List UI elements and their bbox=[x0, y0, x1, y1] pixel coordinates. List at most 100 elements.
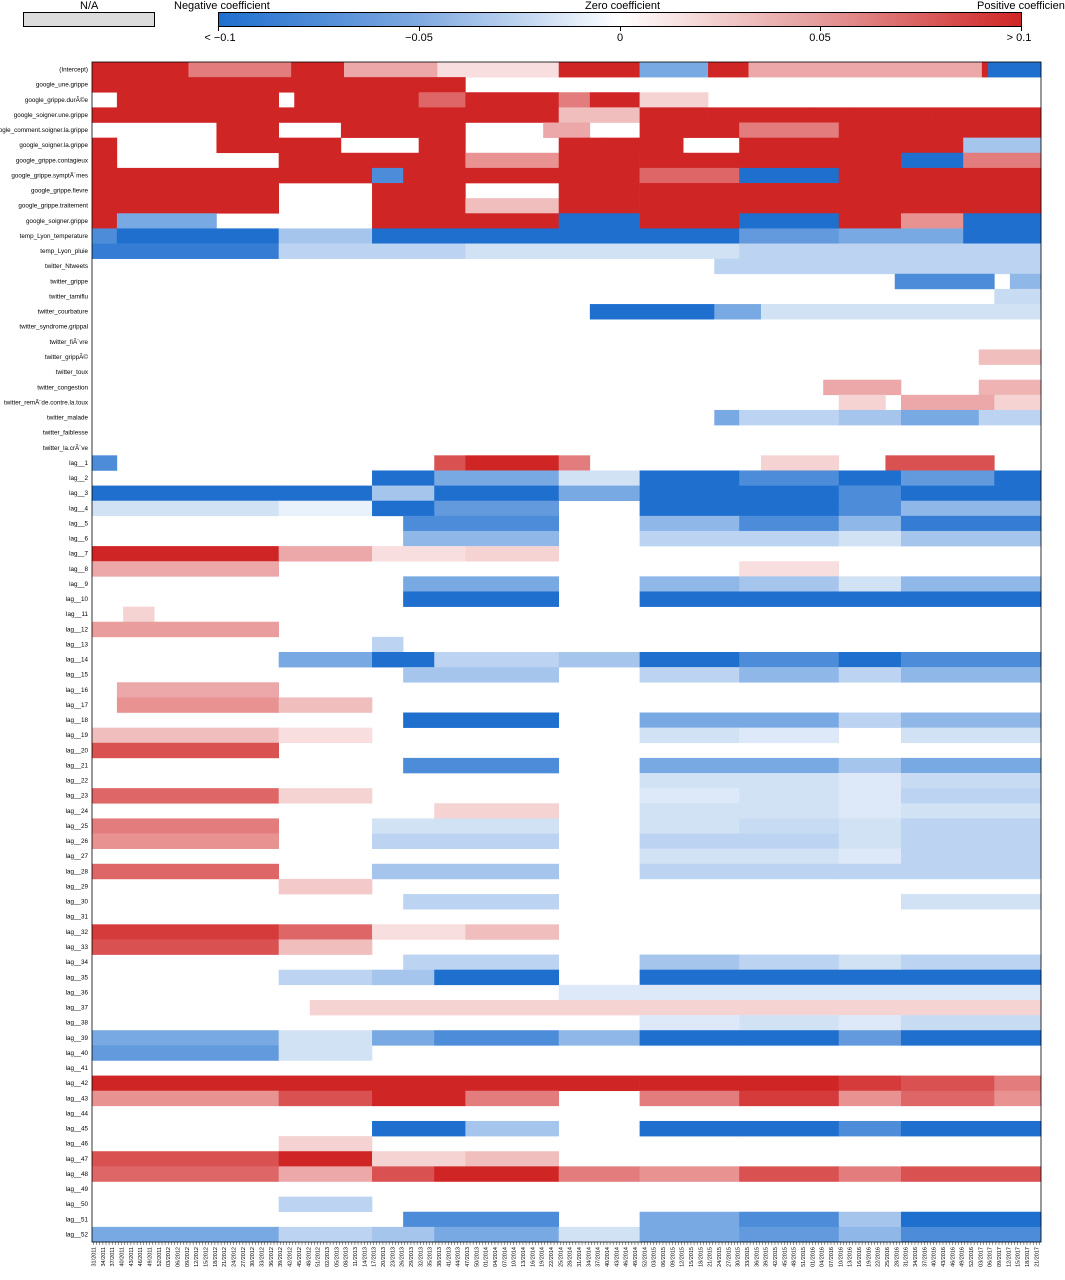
heatmap-cell bbox=[558, 652, 640, 668]
heatmap-cell bbox=[739, 712, 840, 728]
heatmap-cell bbox=[372, 198, 466, 214]
heatmap-cell bbox=[278, 969, 373, 986]
heatmap-cell bbox=[403, 757, 560, 774]
heatmap-cell bbox=[92, 1045, 279, 1061]
column-label: 06/2015 bbox=[661, 1247, 667, 1267]
row-label: lag__35 bbox=[66, 974, 89, 981]
heatmap-cell bbox=[838, 515, 902, 532]
heatmap-cell bbox=[558, 107, 640, 123]
row-label: google_grippe.durÃ©e bbox=[25, 95, 89, 104]
column-label: 36/2012 bbox=[269, 1247, 275, 1267]
heatmap-cell bbox=[418, 92, 466, 108]
heatmap-cell bbox=[216, 137, 279, 154]
heatmap-cell bbox=[900, 1166, 1042, 1182]
column-label: 18/2017 bbox=[1025, 1247, 1031, 1267]
heatmap-cell bbox=[340, 122, 466, 138]
heatmap-cell bbox=[900, 1030, 1042, 1046]
heatmap-cell bbox=[714, 409, 740, 426]
row-label: lag__14 bbox=[66, 657, 89, 664]
heatmap-cell bbox=[92, 939, 279, 955]
heatmap-cell bbox=[434, 803, 560, 819]
row-label: lag__44 bbox=[66, 1110, 89, 1117]
heatmap-cell bbox=[278, 878, 373, 895]
heatmap-cell bbox=[838, 757, 902, 774]
heatmap-cell bbox=[465, 243, 740, 259]
heatmap-cell bbox=[558, 92, 591, 108]
heatmap-cell bbox=[403, 1211, 560, 1228]
heatmap-cell bbox=[278, 152, 295, 169]
column-label: 43/2014 bbox=[614, 1247, 620, 1267]
heatmap-cell bbox=[558, 62, 640, 78]
column-label: 12/2015 bbox=[680, 1247, 686, 1267]
heatmap-cell bbox=[838, 530, 902, 547]
heatmap-cell bbox=[748, 62, 983, 78]
row-label: twitter_grippÃ© bbox=[45, 352, 88, 361]
column-label: 49/2014 bbox=[633, 1247, 639, 1267]
heatmap-cell bbox=[900, 576, 1042, 592]
column-label: 19/2016 bbox=[866, 1247, 872, 1267]
heatmap-cell bbox=[963, 228, 1042, 244]
heatmap-cell bbox=[639, 198, 740, 214]
legend-tick bbox=[419, 27, 420, 31]
heatmap-cell bbox=[278, 107, 466, 123]
column-label: 45/2012 bbox=[297, 1247, 303, 1267]
heatmap-cell bbox=[639, 1211, 740, 1228]
column-label: 10/2016 bbox=[838, 1247, 844, 1267]
heatmap-cell bbox=[900, 863, 1042, 880]
row-label: google_grippe.traitement bbox=[18, 203, 88, 210]
heatmap-cell bbox=[639, 863, 740, 880]
column-label: 22/2014 bbox=[549, 1247, 555, 1267]
row-label: twitter_syndrome.grippal bbox=[19, 324, 88, 331]
heatmap-cell bbox=[372, 546, 466, 562]
heatmap-cell bbox=[372, 1090, 466, 1107]
row-label: lag__30 bbox=[66, 899, 89, 906]
row-label: lag__41 bbox=[66, 1065, 89, 1072]
heatmap-cell bbox=[92, 833, 279, 849]
heatmap-cell bbox=[813, 107, 852, 123]
heatmap-cell bbox=[639, 833, 740, 849]
heatmap-cell bbox=[838, 652, 902, 668]
heatmap-cell bbox=[838, 576, 902, 592]
heatmap-cell bbox=[434, 969, 560, 986]
heatmap-cell bbox=[558, 984, 1042, 1001]
heatmap-cell bbox=[838, 137, 902, 154]
column-label: 31/2016 bbox=[904, 1247, 910, 1267]
heatmap-cell bbox=[372, 213, 466, 229]
heatmap-cell bbox=[739, 198, 840, 214]
heatmap-cell bbox=[92, 455, 118, 471]
heatmap-cell bbox=[639, 727, 740, 744]
heatmap-cell bbox=[278, 1196, 373, 1213]
column-label: 28/2016 bbox=[894, 1247, 900, 1267]
heatmap-cell bbox=[639, 167, 740, 184]
column-label: 04/2014 bbox=[493, 1247, 499, 1267]
column-label: 12/2012 bbox=[194, 1247, 200, 1267]
heatmap-cell bbox=[278, 1226, 373, 1243]
heatmap-cell bbox=[639, 62, 709, 78]
heatmap-cell bbox=[639, 1015, 740, 1031]
heatmap-cell bbox=[639, 152, 740, 169]
heatmap-cell bbox=[278, 788, 373, 804]
heatmap-cell bbox=[92, 167, 279, 184]
heatmap-cell bbox=[92, 183, 118, 199]
heatmap-cell bbox=[838, 1075, 902, 1092]
heatmap-cell bbox=[994, 1075, 1042, 1092]
row-labels: (Intercept) google_une.grippe google_gripp… bbox=[0, 67, 89, 1239]
legend-na-label: N/A bbox=[80, 0, 99, 12]
heatmap-cell bbox=[900, 712, 1042, 728]
row-label: twitter_malade bbox=[47, 415, 88, 422]
heatmap-cell bbox=[900, 1226, 1042, 1243]
column-label: 48/2012 bbox=[306, 1247, 312, 1267]
column-label: 51/2015 bbox=[801, 1247, 807, 1267]
column-label: 09/2017 bbox=[997, 1247, 1003, 1267]
heatmap-cell bbox=[558, 1166, 640, 1182]
heatmap-cell bbox=[372, 833, 560, 849]
heatmap-cell bbox=[437, 62, 560, 78]
row-label: lag__47 bbox=[66, 1156, 89, 1163]
heatmap-cell bbox=[294, 92, 420, 108]
heatmap-cell bbox=[900, 652, 1042, 668]
heatmap-cell bbox=[739, 1075, 840, 1092]
column-label: 23/2013 bbox=[390, 1247, 396, 1267]
column-label: 52/2011 bbox=[157, 1247, 163, 1266]
heatmap-cell bbox=[639, 515, 740, 532]
column-label: 01/2016 bbox=[810, 1247, 816, 1267]
